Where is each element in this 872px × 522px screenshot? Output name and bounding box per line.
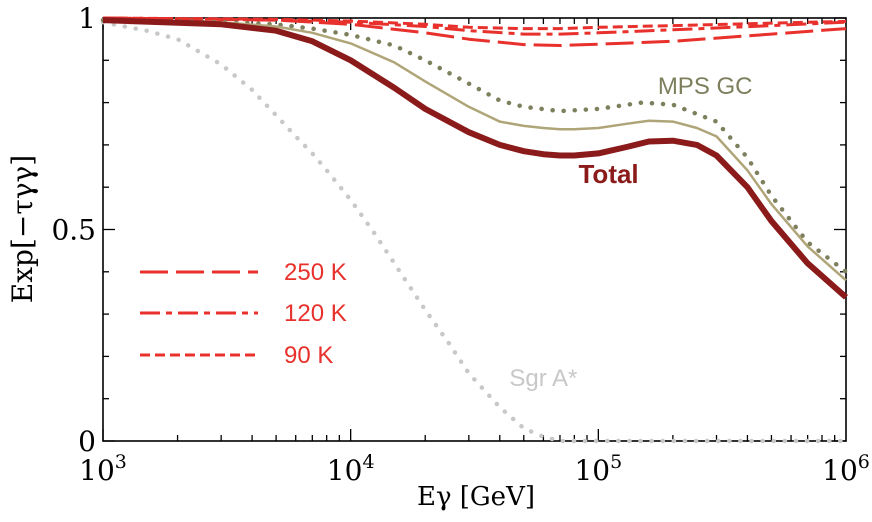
x-axis-label: Eγ [GeV] — [417, 482, 535, 512]
legend-label-k90: 90 K — [284, 342, 333, 369]
x-tick-label: 103 — [79, 451, 127, 487]
series-line-k90 — [102, 16, 847, 31]
legend: 250 K 120 K 90 K — [140, 259, 347, 369]
series-line-mps-dotted — [100, 17, 849, 275]
series-line-k250 — [102, 16, 847, 47]
series-group — [100, 16, 849, 444]
series-line-sgr — [100, 19, 849, 444]
annotation-mps: MPS GC — [658, 73, 753, 100]
legend-label-k250: 250 K — [284, 259, 347, 286]
x-tick-label: 106 — [822, 451, 870, 487]
series-line-k120 — [102, 16, 847, 36]
annotation-sgr: Sgr A* — [509, 365, 577, 392]
annotation-total: Total — [578, 159, 638, 189]
y-axis-label: Exp[−τγγ] — [6, 155, 39, 303]
tick-labels: 103 104 105 106 0 0.5 1 — [51, 2, 869, 487]
y-tick-label: 0.5 — [51, 214, 96, 247]
x-tick-label: 105 — [574, 451, 622, 487]
x-tick-label: 104 — [327, 451, 375, 487]
series-line-total — [102, 17, 848, 300]
y-tick-label: 0 — [78, 425, 96, 458]
y-tick-label: 1 — [78, 2, 96, 35]
annotations: Total MPS GC Sgr A* — [509, 73, 752, 392]
legend-label-k120: 120 K — [284, 300, 347, 327]
series-line-mps-solid — [102, 18, 847, 282]
